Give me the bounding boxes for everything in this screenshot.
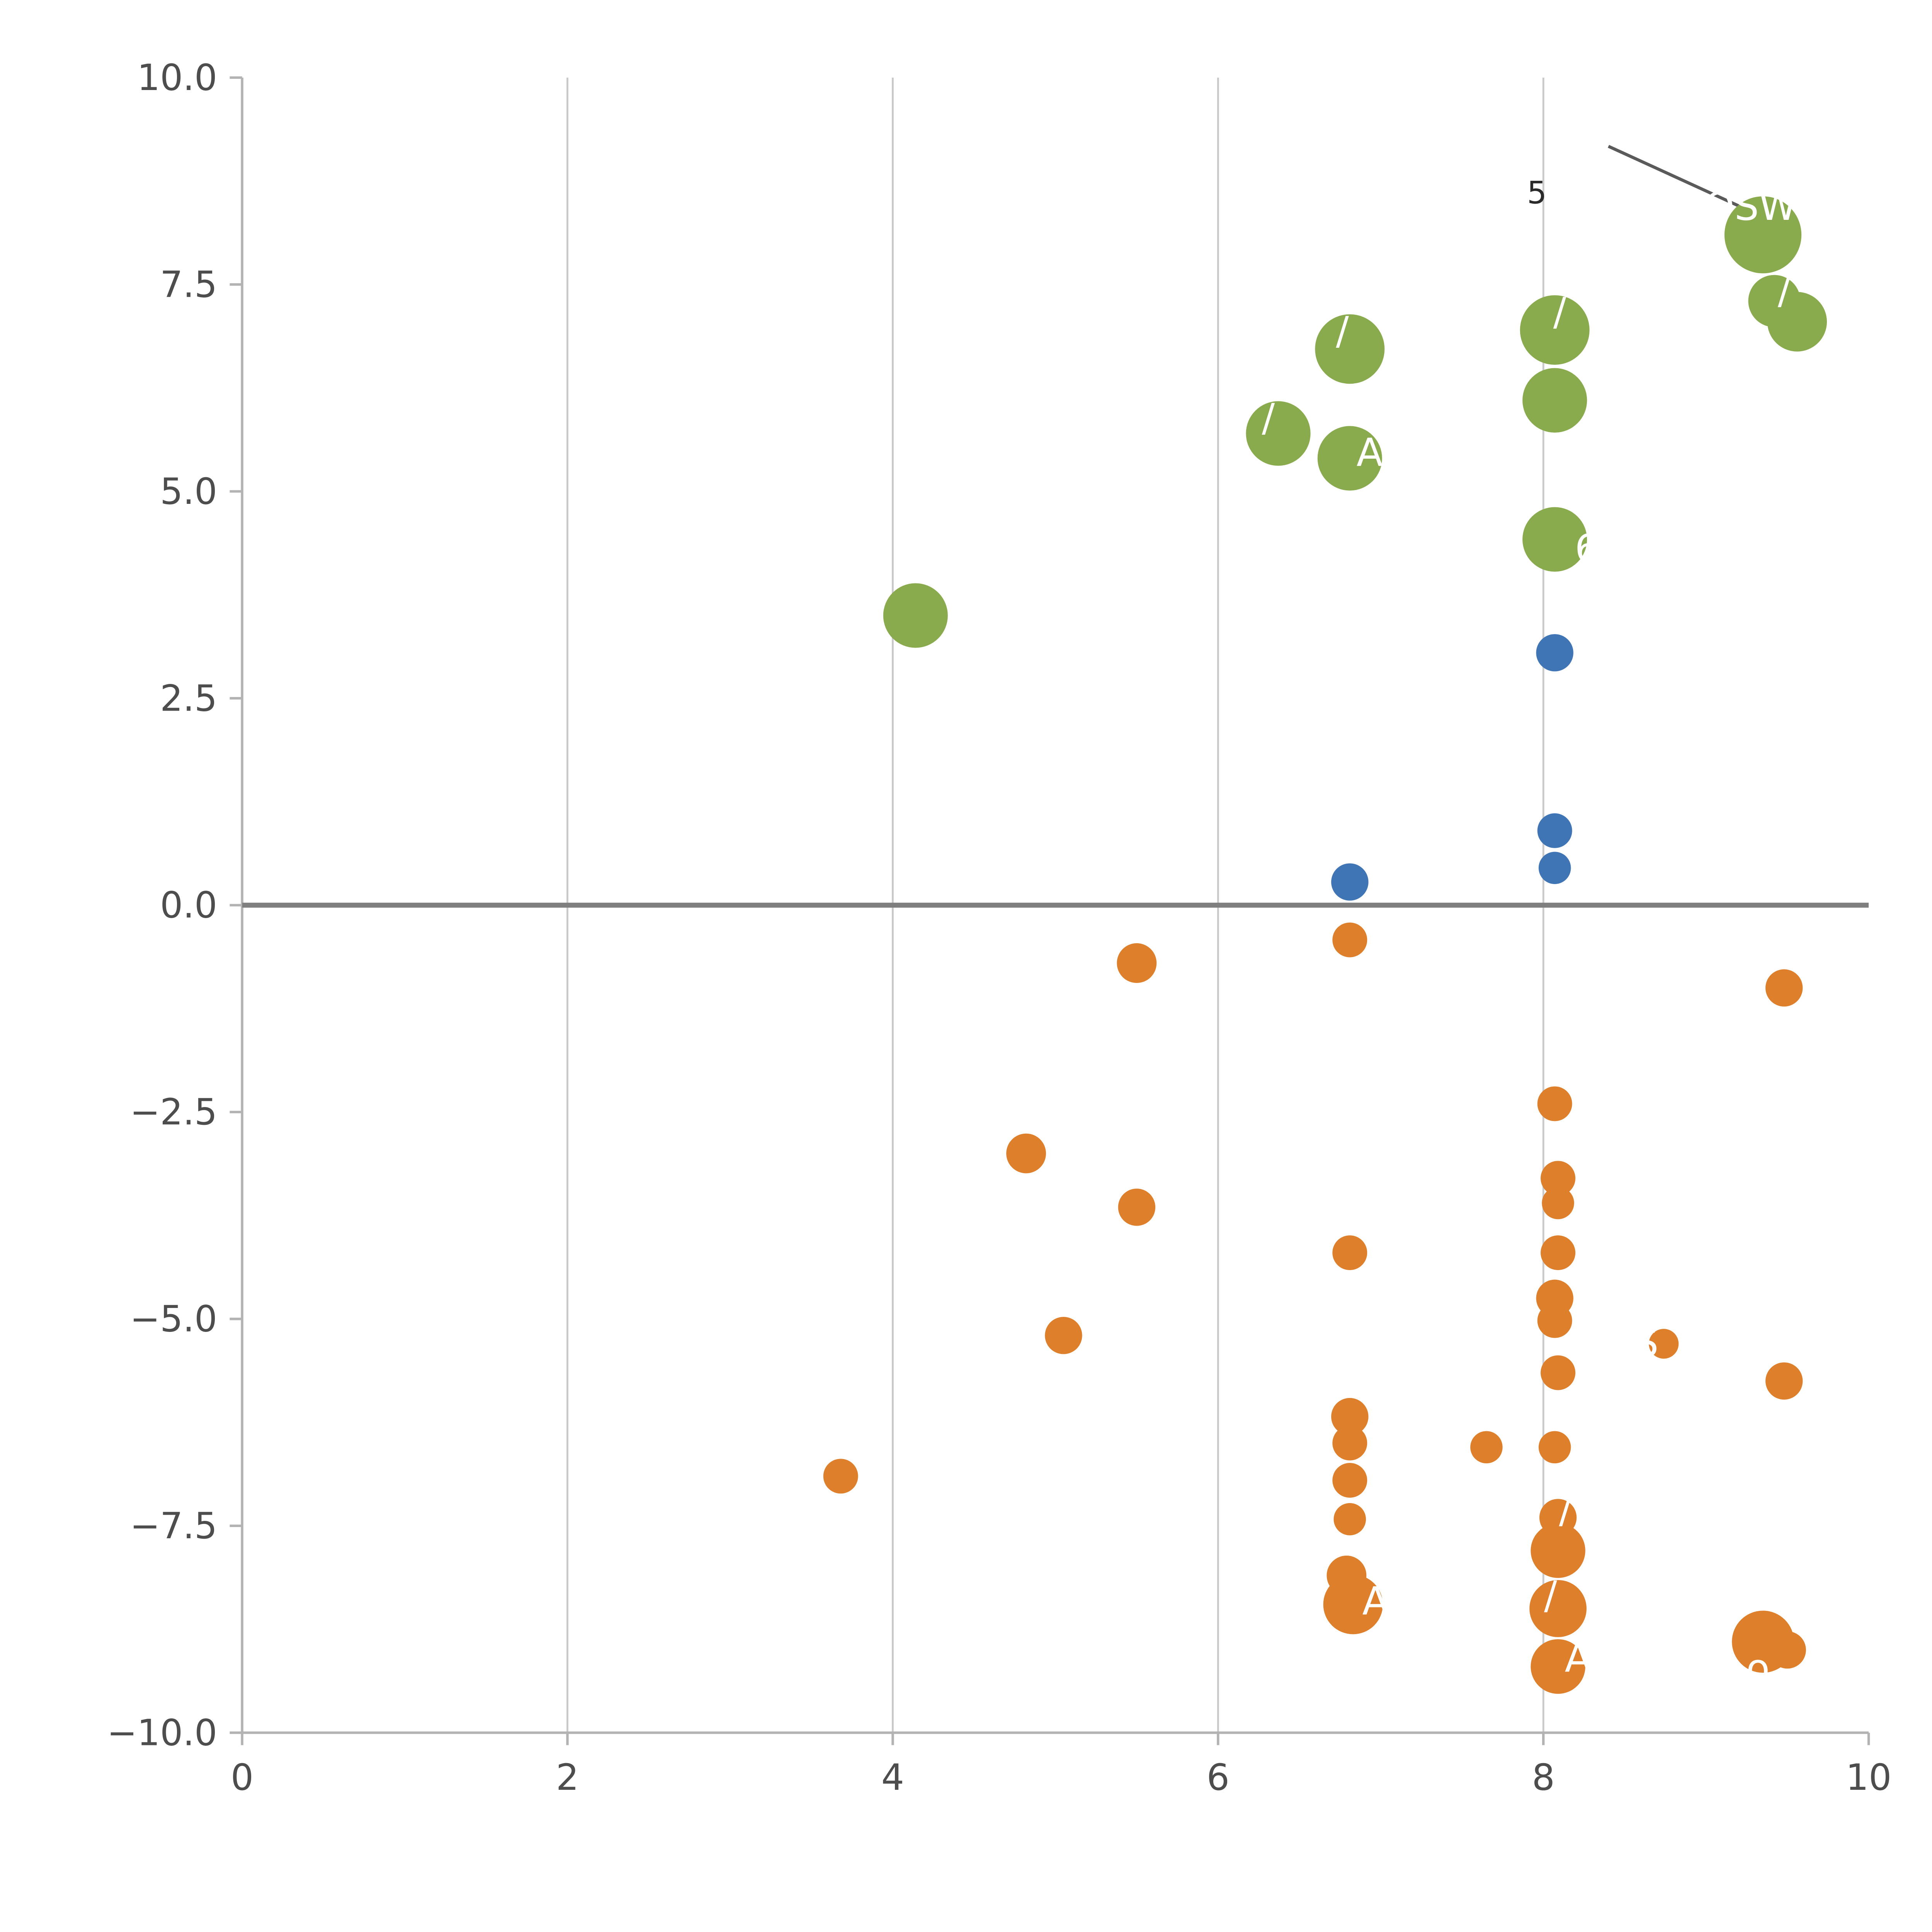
- bubble-label: /: [1778, 269, 1791, 313]
- data-point-orange: [1529, 1580, 1587, 1637]
- bubble-label: A: [1565, 1636, 1591, 1681]
- data-point-orange: [1765, 1362, 1803, 1400]
- data-point-orange: [1769, 1631, 1806, 1669]
- bubble-label: /: [1262, 396, 1275, 440]
- bubble-label: /: [1336, 309, 1349, 353]
- data-point-orange: [1332, 1235, 1367, 1270]
- data-point-orange: [1117, 943, 1157, 983]
- data-point-green: [1246, 401, 1311, 466]
- bubble-label: OSW: [1704, 185, 1797, 229]
- data-point-orange: [1045, 1317, 1082, 1354]
- data-point-green: [883, 583, 948, 648]
- y-tick-label: 0.0: [160, 884, 217, 926]
- data-point-green: [1317, 426, 1382, 491]
- data-point-orange: [1332, 922, 1367, 957]
- data-point-orange: [1541, 1161, 1576, 1196]
- x-tick-label: 6: [1207, 1757, 1230, 1798]
- data-point-orange: [1323, 1575, 1383, 1634]
- data-point-blue: [1331, 863, 1369, 901]
- bubble-label: /: [1553, 290, 1566, 334]
- x-tick-label: 2: [556, 1757, 579, 1798]
- x-tick-label: 8: [1532, 1757, 1555, 1798]
- y-tick-label: 2.5: [160, 677, 217, 719]
- data-point-orange: [1470, 1431, 1503, 1464]
- y-tick-label: −10.0: [107, 1712, 218, 1753]
- bubble-label: 6: [1575, 527, 1599, 571]
- data-point-orange: [1538, 1431, 1571, 1464]
- y-tick-label: −2.5: [130, 1091, 217, 1133]
- x-tick-label: 4: [881, 1757, 904, 1798]
- data-point-green: [1520, 295, 1590, 365]
- data-point-green: [1724, 196, 1802, 274]
- data-point-green: [1522, 507, 1587, 572]
- bubble-label: o: [1746, 1646, 1770, 1690]
- data-point-orange: [1541, 1355, 1576, 1390]
- y-tick-label: −7.5: [130, 1505, 217, 1547]
- bubble-label: A: [1357, 430, 1383, 475]
- bubble-label: /: [1559, 1487, 1572, 1532]
- bubble-label: S: [1634, 1321, 1658, 1366]
- data-point-orange: [1332, 1463, 1367, 1498]
- data-point-orange: [1332, 1425, 1367, 1461]
- x-tick-label: 0: [231, 1757, 253, 1798]
- data-point-orange: [1531, 1523, 1585, 1578]
- y-tick-label: 10.0: [137, 57, 217, 99]
- bubble-label: A: [1362, 1579, 1388, 1624]
- data-point-orange: [1333, 1503, 1366, 1536]
- data-point-orange: [1537, 1086, 1572, 1121]
- data-point-green: [1315, 314, 1385, 384]
- data-point-orange: [1542, 1187, 1574, 1219]
- data-point-green: [1767, 292, 1827, 352]
- bubble-label: /: [1544, 1573, 1557, 1618]
- y-tick-label: 5.0: [160, 471, 217, 512]
- data-point-blue: [1537, 813, 1572, 848]
- data-point-orange: [1765, 969, 1803, 1007]
- y-tick-label: −5.0: [130, 1298, 217, 1340]
- data-point-orange: [1331, 1398, 1369, 1435]
- data-point-orange: [1649, 1329, 1679, 1359]
- data-point-orange: [1006, 1133, 1046, 1173]
- annotation-text: 5: [1527, 174, 1547, 211]
- data-point-orange: [823, 1459, 858, 1494]
- data-point-orange: [1118, 1189, 1156, 1226]
- x-tick-label: 10: [1846, 1757, 1892, 1798]
- data-point-orange: [1541, 1235, 1576, 1270]
- data-point-blue: [1538, 852, 1571, 884]
- data-point-orange: [1531, 1639, 1585, 1694]
- data-point-blue: [1536, 634, 1573, 672]
- y-tick-label: 7.5: [160, 264, 217, 305]
- data-point-green: [1522, 368, 1587, 433]
- data-point-orange: [1537, 1303, 1572, 1338]
